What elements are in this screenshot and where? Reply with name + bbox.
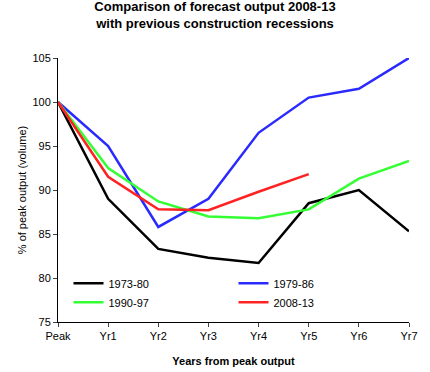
svg-text:2008-13: 2008-13 <box>274 297 314 309</box>
svg-text:85: 85 <box>39 228 51 240</box>
svg-text:80: 80 <box>39 272 51 284</box>
svg-text:100: 100 <box>32 96 50 108</box>
svg-text:1979-86: 1979-86 <box>274 278 314 290</box>
svg-text:75: 75 <box>39 316 51 328</box>
svg-text:Yr6: Yr6 <box>350 330 367 342</box>
svg-text:95: 95 <box>39 140 51 152</box>
svg-text:1990-97: 1990-97 <box>109 297 149 309</box>
svg-text:Comparison of forecast output: Comparison of forecast output 2008-13wit… <box>94 0 335 31</box>
svg-text:Yr5: Yr5 <box>300 330 317 342</box>
svg-text:Yr2: Yr2 <box>150 330 167 342</box>
svg-text:% of peak output (volume): % of peak output (volume) <box>16 126 28 254</box>
svg-text:Yr3: Yr3 <box>200 330 217 342</box>
svg-text:90: 90 <box>39 184 51 196</box>
svg-text:105: 105 <box>32 52 50 64</box>
svg-text:Yr1: Yr1 <box>100 330 117 342</box>
svg-text:1973-80: 1973-80 <box>109 278 149 290</box>
svg-text:Yr4: Yr4 <box>250 330 267 342</box>
svg-text:Years from peak output: Years from peak output <box>172 355 295 367</box>
svg-text:Peak: Peak <box>45 330 71 342</box>
svg-text:Yr7: Yr7 <box>400 330 417 342</box>
